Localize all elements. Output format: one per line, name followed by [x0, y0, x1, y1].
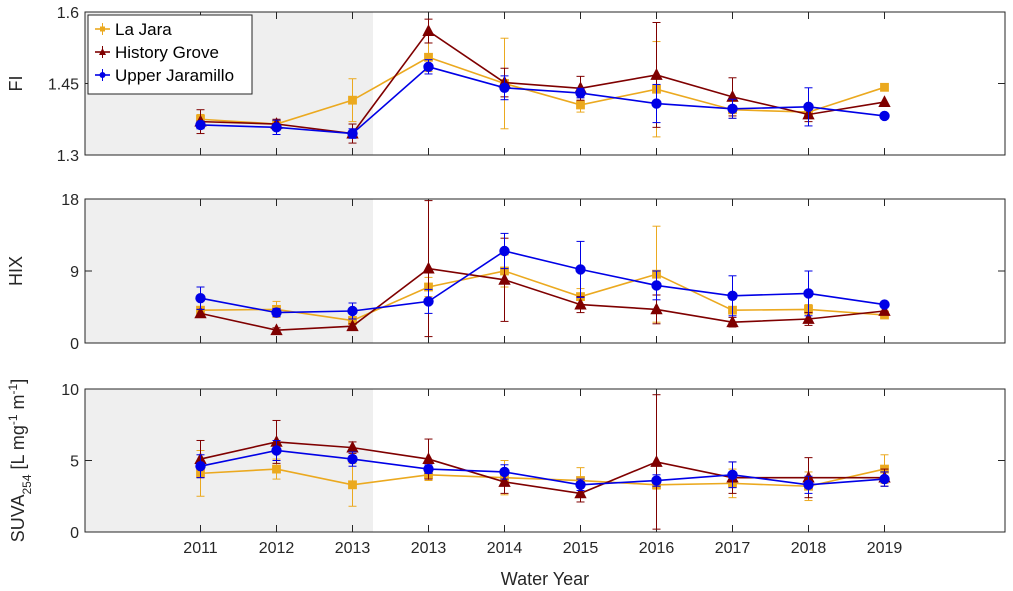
hix-ytick-label: 18: [61, 192, 79, 209]
hix-upper-jaramillo-point: [879, 299, 890, 310]
fi-upper-jaramillo-line: [200, 65, 885, 135]
xtick-label: 2012: [259, 540, 295, 557]
hix-ytick-label: 0: [70, 336, 79, 353]
fi-history-grove-point: [650, 68, 663, 80]
fi-upper-jaramillo-point: [271, 122, 282, 133]
legend-label-upper-jaramillo: Upper Jaramillo: [115, 66, 234, 85]
legend-box: [87, 14, 253, 95]
suva-history-grove-line: [200, 441, 885, 495]
xtick-label: 2011: [183, 540, 218, 557]
hix-upper-jaramillo-point: [575, 264, 586, 275]
suva-history-grove-point: [574, 486, 587, 499]
suva-upper-jaramillo-point: [879, 473, 890, 485]
legend-label-history-grove: History Grove: [115, 43, 219, 62]
fi-la-jara-point: [576, 100, 585, 110]
legend-label-la-jara: La Jara: [115, 20, 172, 39]
xtick-label: 2019: [867, 540, 903, 557]
fi-upper-jaramillo-point: [879, 110, 890, 122]
fi-upper-jaramillo-point: [651, 98, 662, 109]
fi-history-grove-point: [422, 24, 435, 36]
hix-ytick-label: 9: [70, 264, 79, 281]
suva-ylabel: SUVA254 [L mg-1 m-1]: [6, 379, 34, 542]
hix-history-grove-point: [802, 312, 815, 324]
hix-upper-jaramillo-point: [423, 296, 434, 307]
hix-history-grove-point: [270, 323, 283, 336]
suva-upper-jaramillo-point: [651, 475, 662, 486]
xtick-label: 2013: [411, 540, 447, 557]
xlabel: Water Year: [501, 569, 589, 589]
hix-upper-jaramillo-point: [499, 245, 510, 257]
hix-upper-jaramillo-point: [347, 305, 358, 317]
fi-upper-jaramillo-point: [423, 61, 434, 73]
suva-upper-jaramillo-point: [195, 461, 206, 472]
hix-shaded-region: [85, 199, 373, 343]
fi-upper-jaramillo-point: [575, 87, 586, 99]
fi-ylabel: FI: [6, 76, 26, 92]
suva-ytick-label: 5: [70, 454, 79, 471]
hix-history-grove-point: [498, 272, 511, 285]
fi-ytick-label: 1.6: [57, 5, 79, 22]
hix-upper-jaramillo-point: [271, 307, 282, 318]
hix-history-grove-point: [878, 304, 891, 316]
suva-la-jara-point: [348, 480, 357, 490]
suva-ytick-label: 0: [70, 525, 79, 542]
hix-upper-jaramillo-point: [195, 293, 206, 304]
suva-ytick-label: 10: [61, 382, 79, 399]
fi-upper-jaramillo-point: [499, 82, 510, 93]
suva-la-jara-point: [272, 464, 281, 474]
hix-history-grove-point: [346, 319, 359, 332]
fi-upper-jaramillo-point: [727, 103, 738, 114]
suva-history-grove-point: [650, 455, 663, 467]
hix-history-grove-point: [422, 261, 435, 274]
suva-upper-jaramillo-point: [271, 445, 282, 456]
suva-upper-jaramillo-point: [727, 469, 738, 481]
fi-la-jara-point: [880, 82, 889, 92]
legend-marker: [100, 26, 105, 32]
fi-ytick-label: 1.3: [57, 148, 79, 165]
hix-history-grove-point: [194, 306, 207, 319]
xtick-label: 2016: [639, 540, 675, 557]
legend-marker: [99, 72, 106, 78]
fi-upper-jaramillo-point: [195, 119, 206, 131]
hix-upper-jaramillo-point: [727, 290, 738, 302]
xtick-label: 2017: [715, 540, 751, 557]
fi-ytick-label: 1.45: [48, 77, 79, 94]
fi-upper-jaramillo-point: [803, 101, 814, 113]
suva-history-grove-point: [422, 452, 435, 464]
hix-history-grove-point: [726, 315, 739, 328]
fi-la-jara-point: [348, 95, 357, 105]
hix-upper-jaramillo-point: [803, 288, 814, 299]
legend-marker: [99, 48, 106, 55]
hix-history-grove-point: [574, 297, 587, 310]
fi-history-grove-point: [878, 95, 891, 107]
hix-upper-jaramillo-line: [200, 250, 885, 314]
xtick-label: 2013: [335, 540, 371, 557]
hix-history-grove-line: [200, 267, 885, 332]
hix-upper-jaramillo-point: [651, 280, 662, 291]
suva-upper-jaramillo-line: [200, 449, 885, 486]
suva-history-grove-point: [498, 475, 511, 487]
hix-la-jara-line: [200, 270, 885, 322]
fi-history-grove-line: [200, 29, 885, 135]
xtick-label: 2015: [563, 540, 599, 557]
xtick-label: 2018: [791, 540, 827, 557]
suva-upper-jaramillo-point: [347, 453, 358, 465]
suva-upper-jaramillo-point: [499, 466, 510, 478]
suva-upper-jaramillo-point: [423, 463, 434, 475]
hix-history-grove-point: [650, 302, 663, 315]
suva-upper-jaramillo-point: [803, 479, 814, 491]
suva-upper-jaramillo-point: [575, 479, 586, 491]
fi-la-jara-line: [200, 56, 885, 125]
fi-upper-jaramillo-point: [347, 128, 358, 139]
hix-ylabel: HIX: [6, 256, 26, 286]
xtick-label: 2014: [487, 540, 523, 557]
